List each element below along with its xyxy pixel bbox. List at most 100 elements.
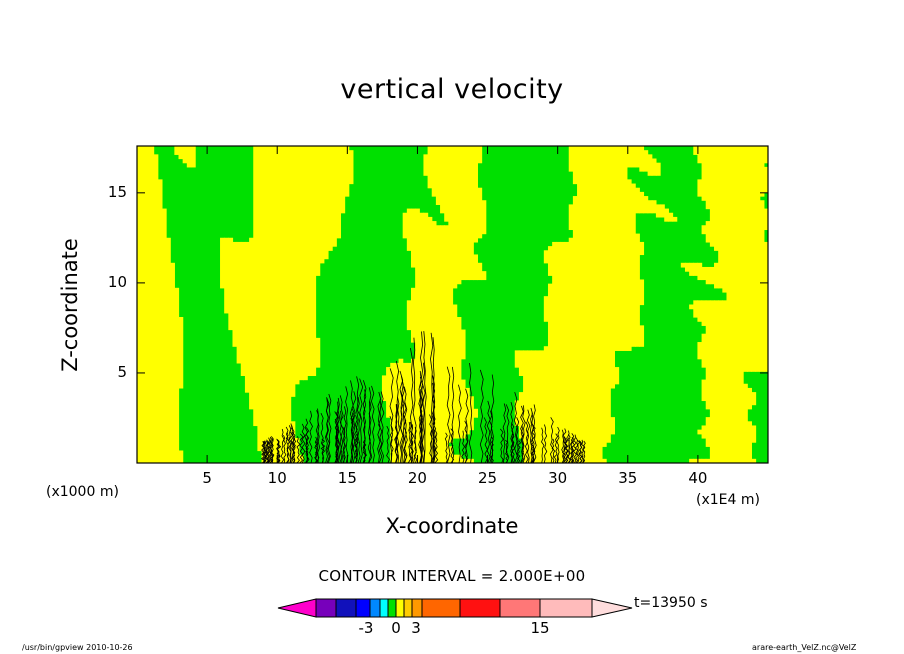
contour-line <box>395 360 400 463</box>
positive-band-cell <box>228 237 234 331</box>
contour-line <box>301 423 306 463</box>
contour-line <box>566 430 572 463</box>
positive-band-cell <box>224 237 229 314</box>
positive-band-cell <box>635 233 640 347</box>
contour-line <box>409 421 414 463</box>
contour-line <box>367 387 372 463</box>
positive-band-cell <box>709 146 715 247</box>
positive-band-cell <box>701 458 707 463</box>
footer-program-date: /usr/bin/gpview 2010-10-26 <box>22 643 133 652</box>
contour-line <box>505 439 509 463</box>
positive-band-cell <box>477 187 483 239</box>
positive-band-cell <box>743 146 748 372</box>
positive-band-cell <box>460 329 466 360</box>
plot-frame <box>136 145 769 464</box>
contour-line <box>403 386 408 463</box>
contour-line <box>444 432 448 463</box>
positive-band-cell <box>170 262 175 463</box>
contour-line <box>490 436 494 463</box>
positive-band-cell <box>406 300 412 331</box>
positive-band-cell <box>190 146 196 168</box>
positive-band-cell <box>572 196 578 463</box>
positive-band-cell <box>435 146 441 205</box>
positive-band-cell <box>406 362 412 463</box>
contour-line <box>345 386 349 463</box>
positive-band-cell <box>481 271 487 281</box>
y-tick-label: 5 <box>117 362 127 381</box>
contour-line <box>296 436 301 463</box>
positive-band-cell <box>244 241 250 393</box>
positive-band-cell <box>456 454 462 463</box>
x-tick-label: 20 <box>407 469 427 487</box>
positive-band-cell <box>514 400 520 427</box>
contour-line <box>370 385 376 463</box>
colorbar-segment <box>539 598 593 618</box>
contour-line <box>394 404 399 463</box>
contour-line <box>359 378 364 463</box>
positive-band-cell <box>639 325 645 347</box>
positive-band-cell <box>747 146 752 372</box>
positive-band-cell <box>448 146 454 443</box>
colorbar-segment <box>403 598 413 618</box>
positive-band-cell <box>456 317 462 439</box>
positive-band-cell <box>626 179 632 351</box>
contour-line <box>582 440 586 463</box>
y-tick-label: 15 <box>107 182 127 201</box>
contour-line <box>362 389 367 463</box>
colorbar-tick-label: 15 <box>530 619 550 637</box>
contour-line <box>486 400 491 463</box>
contour-line <box>335 412 339 463</box>
positive-band-cell <box>444 225 449 463</box>
positive-band-cell <box>618 146 624 351</box>
positive-band-cell <box>701 333 707 368</box>
positive-band-cell <box>631 183 636 347</box>
positive-band-cell <box>697 342 703 360</box>
positive-band-cell <box>655 162 661 176</box>
positive-band-cell <box>344 146 350 197</box>
positive-band-cell <box>622 146 628 351</box>
positive-band-cell <box>402 212 408 239</box>
colorbar-segment <box>369 598 381 618</box>
positive-band-cell <box>332 146 337 247</box>
contour-line <box>581 439 585 463</box>
contour-interval-label: CONTOUR INTERVAL = 2.000E+00 <box>318 567 586 585</box>
positive-band-cell <box>448 446 454 463</box>
contour-line <box>432 375 436 463</box>
positive-band-cell <box>440 225 445 463</box>
contour-line <box>327 393 332 463</box>
contour-line <box>262 441 267 463</box>
positive-band-cell <box>174 146 180 155</box>
positive-band-cell <box>722 300 728 463</box>
positive-band-cell <box>261 146 267 463</box>
positive-band-cell <box>435 225 441 463</box>
contour-line <box>451 366 455 463</box>
colorbar-segment <box>387 598 397 618</box>
positive-band-cell <box>531 350 537 463</box>
positive-band-cell <box>253 146 258 427</box>
contour-line <box>320 438 326 463</box>
footer-file-name: arare-earth_VelZ.nc@VelZ <box>752 643 857 652</box>
positive-band-cell <box>693 146 699 155</box>
positive-band-cell <box>763 146 768 164</box>
positive-band-cell <box>697 300 703 322</box>
contour-line <box>285 426 290 463</box>
positive-band-cell <box>684 262 690 272</box>
positive-band-cell <box>705 458 711 463</box>
positive-band-cell <box>381 375 387 402</box>
positive-band-cell <box>577 146 582 463</box>
contour-line <box>532 404 537 463</box>
contour-line <box>434 430 439 463</box>
positive-band-cell <box>452 304 458 439</box>
positive-band-cell <box>406 208 412 251</box>
colorbar-segment <box>355 598 371 618</box>
positive-band-cell <box>137 146 142 463</box>
contour-line <box>429 414 433 463</box>
contour-line <box>465 388 469 463</box>
contour-line <box>389 368 394 463</box>
colorbar <box>277 598 633 618</box>
contour-field <box>137 146 768 463</box>
positive-band-cell <box>473 408 479 418</box>
contour-line <box>339 395 344 463</box>
positive-band-cell <box>664 208 669 222</box>
positive-band-cell <box>631 146 636 168</box>
